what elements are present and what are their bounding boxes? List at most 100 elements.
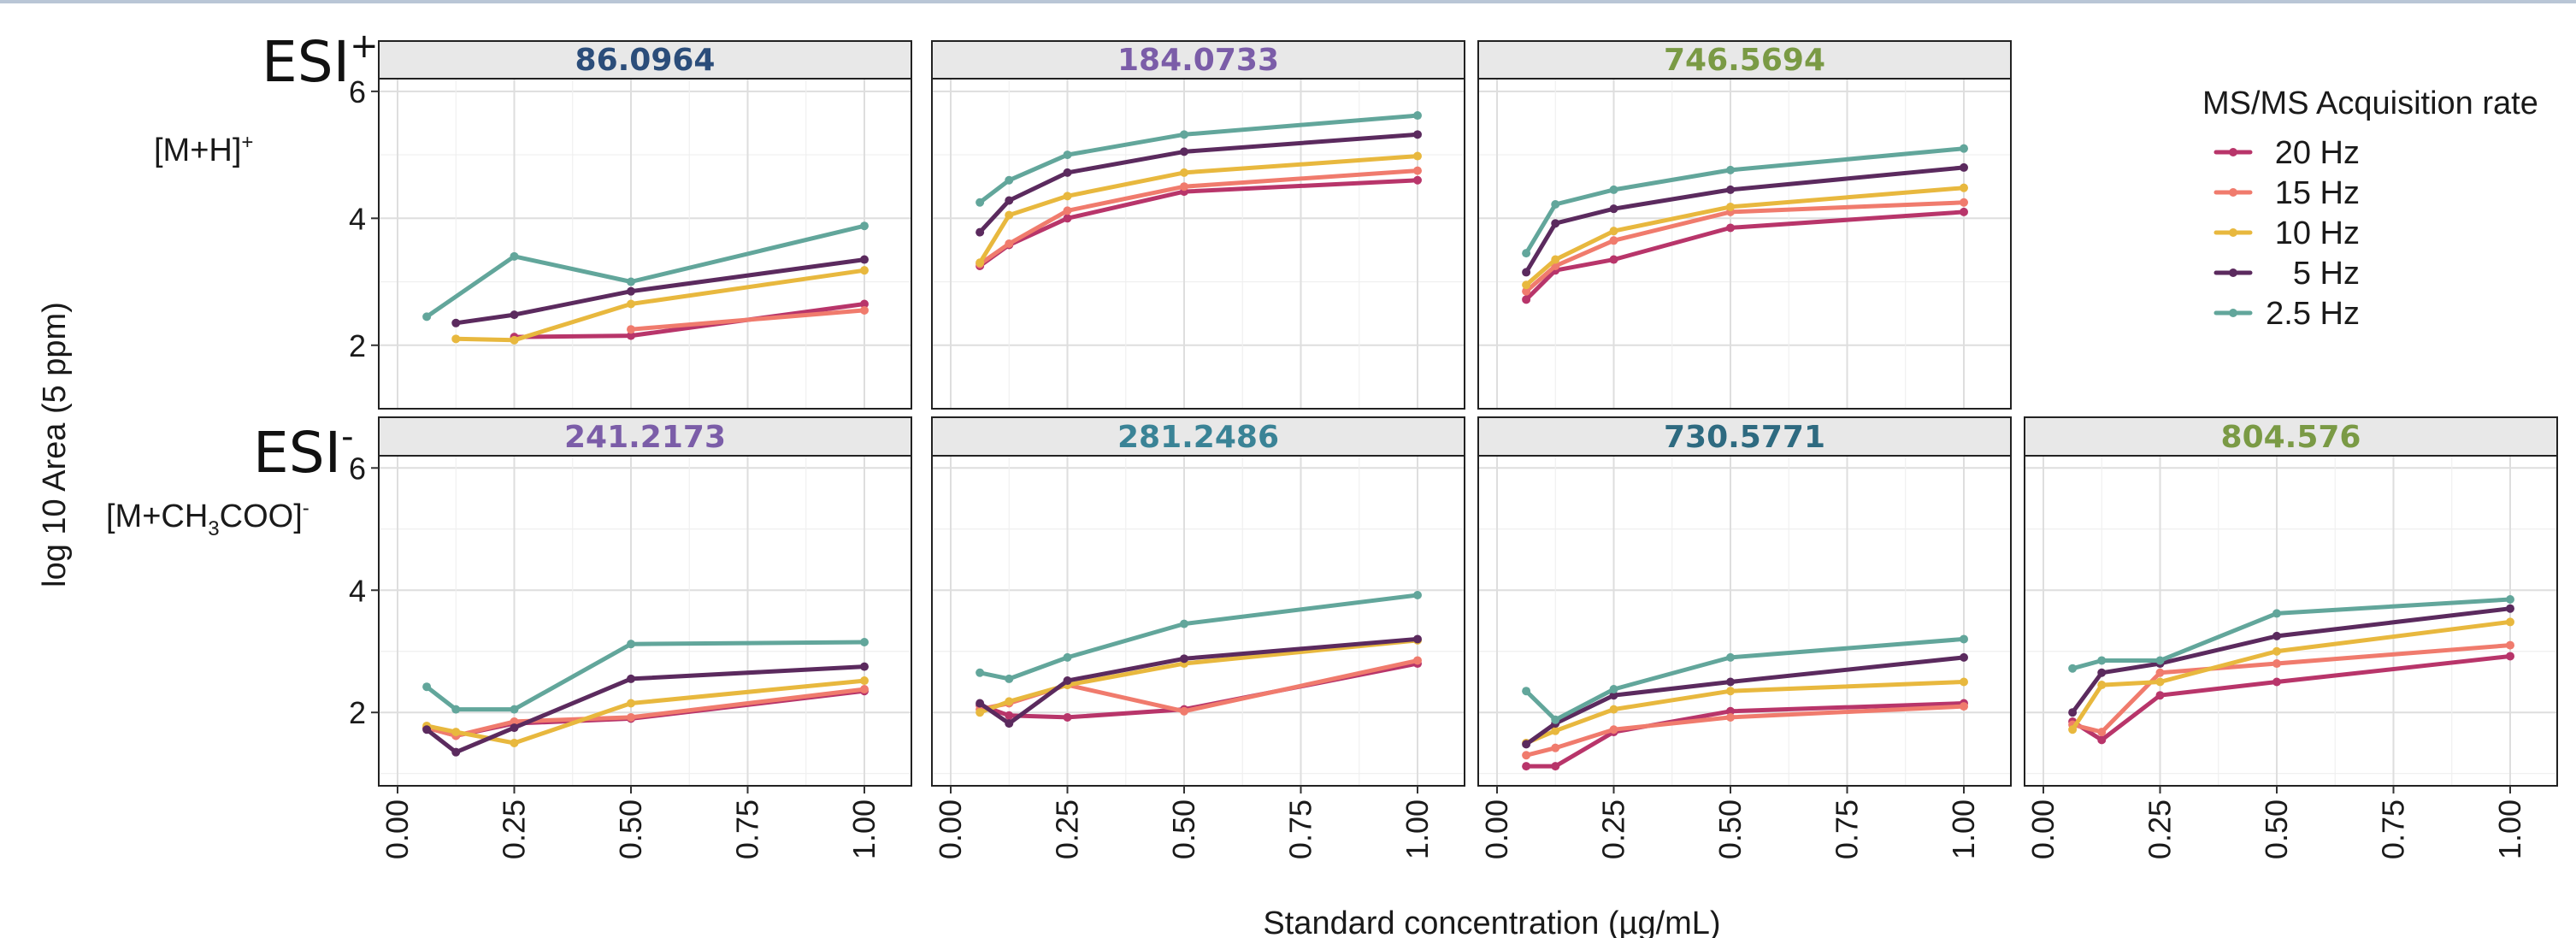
data-point-15hz — [1180, 182, 1188, 192]
data-point-2.5hz — [2506, 594, 2514, 604]
data-point-15hz — [1522, 286, 1531, 296]
data-point-5hz — [627, 286, 635, 296]
data-point-2.5hz — [976, 668, 985, 677]
panel-border — [931, 78, 1465, 410]
data-point-10hz — [627, 299, 635, 309]
series-line-15hz — [628, 308, 867, 332]
data-point-2.5hz — [422, 312, 432, 322]
data-point-10hz — [1960, 183, 1968, 192]
panel-border — [378, 78, 912, 410]
data-point-2.5hz — [1960, 634, 1968, 644]
adduct-sup: + — [241, 131, 253, 154]
data-point-10hz — [1063, 192, 1072, 201]
data-point-15hz — [1180, 706, 1188, 716]
data-point-2.5hz — [1180, 619, 1188, 628]
adduct-after: COO] — [220, 498, 303, 534]
adduct-sub: 3 — [208, 517, 219, 540]
y-tick-label: 4 — [349, 201, 366, 236]
panel-border — [1477, 78, 2012, 410]
data-point-2.5hz — [1063, 652, 1072, 662]
data-point-5hz — [860, 662, 869, 671]
y-tick-label: 6 — [349, 74, 366, 109]
data-point-2.5hz — [1413, 111, 1422, 121]
data-point-20hz — [860, 299, 869, 309]
strip-header — [1477, 416, 2012, 457]
data-point-10hz — [1960, 677, 1968, 687]
data-point-10hz — [976, 708, 985, 717]
data-point-15hz — [1413, 166, 1422, 175]
legend-swatch-point — [2229, 268, 2237, 277]
data-point-10hz — [1005, 697, 1014, 706]
data-point-2.5hz — [1005, 175, 1014, 185]
panel-804.576: 804.576 0.00 0.25 0.50 0.75 1.00 — [2024, 416, 2558, 859]
data-point-10hz — [2097, 681, 2107, 690]
strip-title: 281.2486 — [1117, 420, 1279, 455]
x-tick-label: 0.75 — [730, 799, 765, 859]
data-point-5hz — [976, 227, 985, 237]
data-point-20hz — [1005, 711, 1014, 720]
data-point-20hz — [1551, 762, 1560, 771]
data-point-10hz — [1551, 255, 1560, 264]
legend-swatch-point — [2229, 188, 2237, 197]
data-point-10hz — [510, 738, 519, 747]
data-point-20hz — [2272, 677, 2281, 687]
strip-header — [378, 416, 912, 457]
data-point-2.5hz — [1551, 199, 1560, 209]
data-point-2.5hz — [2068, 664, 2078, 673]
plot-background — [1478, 79, 2011, 409]
data-point-2.5hz — [1005, 674, 1014, 683]
data-point-15hz — [1960, 702, 1968, 711]
legend-swatch-point — [2229, 228, 2237, 237]
data-point-5hz — [1609, 204, 1618, 214]
data-point-15hz — [627, 325, 635, 334]
strip-title: 86.0964 — [575, 43, 716, 78]
x-tick-label: 0.00 — [1479, 799, 1514, 859]
data-point-20hz — [1522, 295, 1531, 304]
data-point-10hz — [2506, 617, 2514, 627]
adduct-label-positive: [M+H]+ — [154, 131, 253, 168]
data-point-20hz — [1063, 214, 1072, 223]
legend: MS/MS Acquisition rate 20 Hz 15 Hz 10 Hz 5 … — [2202, 86, 2538, 332]
data-point-15hz — [2097, 728, 2107, 737]
panel-281.2486: 281.2486 0.00 0.25 0.50 0.75 1.00 — [931, 416, 1465, 859]
data-point-2.5hz — [1522, 249, 1531, 258]
data-point-2.5hz — [1180, 130, 1188, 139]
data-point-15hz — [510, 717, 519, 726]
data-point-10hz — [2155, 677, 2165, 687]
x-tick-label: 0.25 — [1050, 799, 1085, 859]
row-mode-sup: + — [350, 27, 379, 66]
y-tick-label: 2 — [349, 328, 366, 363]
x-tick-label: 0.50 — [1712, 799, 1748, 859]
legend-swatch-point — [2229, 309, 2237, 317]
adduct-text: [M+H] — [154, 133, 241, 168]
data-point-20hz — [1726, 223, 1735, 233]
data-point-20hz — [2097, 735, 2107, 745]
data-point-10hz — [1609, 705, 1618, 714]
row-mode-main: ESI — [262, 29, 350, 95]
data-point-2.5hz — [510, 705, 519, 714]
data-point-15hz — [2506, 640, 2514, 650]
strip-title: 746.5694 — [1664, 43, 1825, 78]
data-point-5hz — [860, 255, 869, 264]
legend-label: 10 Hz — [2275, 215, 2360, 251]
data-point-5hz — [1005, 719, 1014, 729]
row-label-esi-negative: ESI- — [253, 417, 354, 486]
x-tick-label: 0.75 — [2376, 799, 2411, 859]
y-axis-label: log 10 Area (5 ppm) — [37, 302, 73, 587]
legend-label: 5 Hz — [2293, 256, 2360, 292]
data-point-2.5hz — [1063, 150, 1072, 160]
data-point-5hz — [1960, 652, 1968, 662]
x-tick-label: 0.50 — [2259, 799, 2294, 859]
x-tick-label: 0.00 — [2025, 799, 2060, 859]
data-point-5hz — [1726, 185, 1735, 194]
data-point-5hz — [1522, 740, 1531, 749]
legend-label: 20 Hz — [2275, 135, 2360, 171]
panel-730.5771: 730.5771 0.00 0.25 0.50 0.75 1.00 — [1477, 416, 2012, 859]
panel-border — [2024, 455, 2558, 787]
data-point-10hz — [627, 699, 635, 708]
legend-label: 2.5 Hz — [2266, 296, 2360, 332]
x-tick-label: 0.00 — [380, 799, 415, 859]
data-point-5hz — [451, 747, 461, 757]
data-point-2.5hz — [1609, 185, 1618, 194]
panel-border — [378, 455, 912, 787]
